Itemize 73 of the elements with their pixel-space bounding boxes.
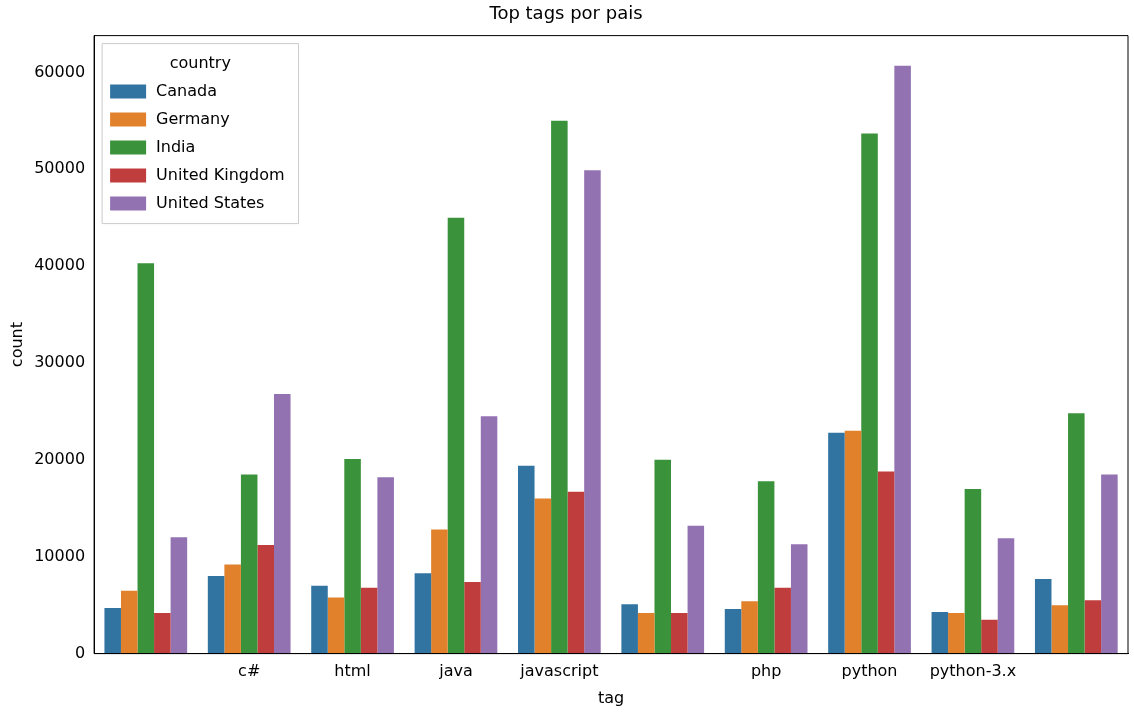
bar: [551, 120, 568, 654]
bar: [274, 394, 291, 654]
x-tick-label: javascript: [519, 661, 599, 681]
bar: [997, 538, 1015, 654]
bar: [637, 612, 655, 654]
bar: [1068, 413, 1085, 654]
bar: [981, 619, 998, 654]
bar: [120, 590, 138, 654]
x-tick-label: java: [438, 661, 473, 681]
bar: [414, 573, 432, 654]
bar: [671, 612, 688, 654]
bar: [480, 416, 498, 654]
bar: [534, 498, 552, 654]
bar: [861, 133, 878, 654]
chart-title: Top tags por pais: [488, 2, 643, 24]
y-tick-label: 30000: [34, 352, 86, 372]
x-tick-label: html: [334, 661, 371, 681]
bar: [344, 458, 361, 654]
bar: [240, 474, 258, 654]
x-tick-label: python-3.x: [929, 661, 1017, 681]
bar: [377, 477, 394, 654]
bar: [894, 65, 911, 654]
bar: [724, 609, 742, 654]
bar: [311, 585, 328, 654]
x-axis-title: tag: [597, 687, 625, 707]
bar: [567, 491, 585, 654]
bar: [948, 612, 965, 654]
bar: [431, 529, 448, 654]
legend-label: Canada: [156, 80, 217, 100]
bar: [464, 581, 481, 654]
bar: [207, 576, 225, 654]
bar: [327, 597, 345, 654]
bar: [621, 604, 638, 654]
bar: [844, 430, 862, 654]
bar: [774, 587, 791, 654]
bar: [170, 537, 188, 654]
y-tick-label: 50000: [34, 158, 86, 178]
bar: [1084, 600, 1102, 654]
legend-label: United States: [156, 192, 265, 212]
bar: [137, 263, 155, 654]
legend-label: Germany: [156, 108, 230, 128]
y-tick-label: 0: [74, 642, 86, 662]
y-tick-label: 60000: [34, 61, 86, 81]
y-axis-title: count: [6, 322, 26, 368]
y-tick-label: 20000: [34, 449, 86, 469]
bar: [518, 465, 535, 654]
y-tick-label: 40000: [34, 255, 86, 275]
bar: [877, 471, 895, 654]
bar: [757, 481, 775, 654]
bar: [1101, 474, 1118, 654]
x-tick-label: python: [841, 661, 898, 681]
bar: [828, 432, 845, 654]
bar: [154, 612, 171, 654]
legend-label: India: [156, 136, 196, 156]
bar: [741, 601, 758, 654]
bar: [964, 488, 982, 654]
legend-label: United Kingdom: [156, 164, 285, 184]
bar: [584, 170, 601, 654]
bar: [1034, 579, 1052, 654]
bar: [654, 459, 672, 654]
bar: [257, 545, 274, 654]
bar: [224, 564, 241, 654]
y-tick-label: 10000: [34, 545, 86, 565]
x-tick-label: php: [750, 661, 782, 681]
x-tick-label: c#: [238, 661, 261, 681]
bar: [931, 611, 949, 654]
bar: [104, 608, 121, 654]
bar: [1051, 605, 1069, 654]
bar: [360, 587, 378, 654]
bar: [790, 544, 808, 654]
legend-title: country: [169, 52, 231, 72]
bar: [687, 525, 705, 654]
bar: [447, 217, 465, 654]
